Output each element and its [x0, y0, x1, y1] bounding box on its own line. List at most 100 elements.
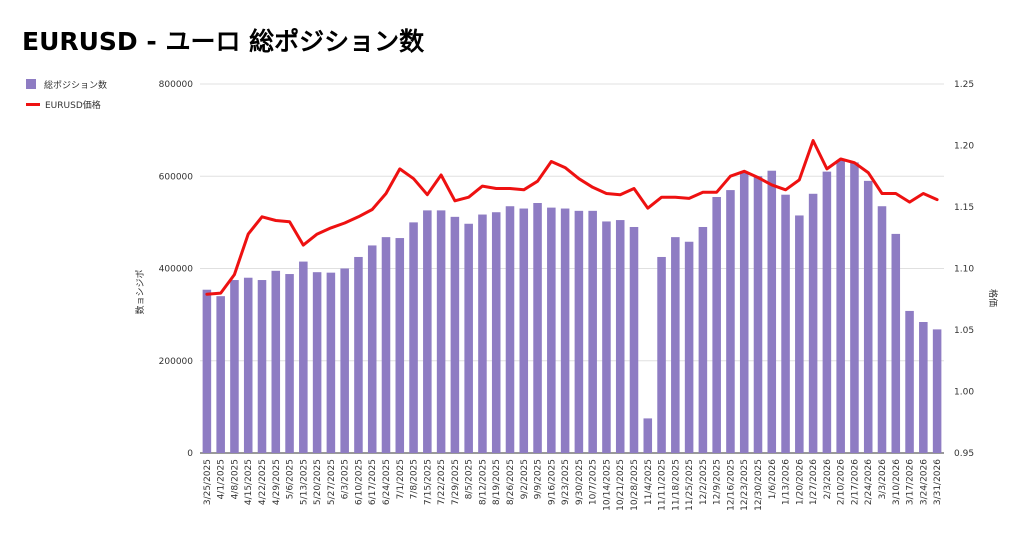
bar: [299, 261, 308, 453]
y2-tick-label: 1.20: [954, 142, 974, 152]
bar: [671, 237, 680, 453]
bar: [202, 289, 212, 453]
y2-axis-label: 格価: [987, 289, 999, 307]
axis-layer: 0 200000 400000 600000 800000 0.95 1.00 1.05 1.1…: [159, 80, 975, 511]
y-tick-label: 800000: [159, 80, 194, 90]
legend-line-swatch: [26, 102, 40, 106]
bar: [739, 171, 749, 453]
legend-item-positions: 総ポジション数: [26, 76, 107, 92]
y2-tick-label: 1.00: [954, 388, 974, 398]
bar: [643, 418, 653, 453]
bar: [905, 310, 914, 453]
x-tick-label: 5/27/2025: [327, 459, 337, 505]
bar: [505, 206, 515, 453]
bar: [767, 170, 777, 453]
x-tick-label: 11/18/2025: [671, 459, 681, 511]
bar: [340, 268, 349, 453]
bar: [450, 216, 460, 453]
x-tick-label: 2/10/2026: [837, 459, 847, 505]
bar: [753, 176, 763, 453]
bar: [367, 245, 377, 453]
y-tick-label: 400000: [159, 265, 194, 275]
bar: [932, 329, 942, 453]
x-tick-label: 11/25/2025: [685, 459, 695, 511]
x-tick-label: 4/8/2025: [230, 459, 240, 499]
legend-line-label: EURUSD価格: [45, 100, 101, 111]
x-tick-label: 6/10/2025: [354, 459, 364, 505]
bar: [850, 162, 859, 453]
chart-title: EURUSD - ユーロ 総ポジション数: [22, 27, 425, 56]
bar: [285, 274, 294, 453]
bar: [698, 226, 708, 453]
x-tick-label: 11/4/2025: [644, 459, 654, 505]
bar: [257, 280, 267, 453]
bar: [230, 280, 239, 453]
bar: [312, 272, 322, 453]
y-axis-label: 数ョシジポ: [134, 269, 146, 314]
x-tick-label: 9/16/2025: [547, 459, 557, 505]
y2-tick-label: 1.10: [954, 265, 974, 275]
bar: [436, 210, 446, 453]
x-tick-label: 5/13/2025: [299, 459, 309, 505]
x-tick-label: 11/11/2025: [658, 459, 668, 511]
x-tick-label: 3/10/2026: [892, 459, 902, 505]
bar: [533, 203, 542, 453]
bar: [409, 222, 418, 453]
x-tick-label: 8/26/2025: [506, 459, 516, 505]
x-tick-label: 10/14/2025: [602, 459, 612, 511]
bar: [629, 226, 639, 453]
price-line: [205, 139, 939, 296]
bar: [615, 220, 625, 453]
x-tick-label: 9/30/2025: [575, 459, 585, 505]
x-tick-label: 3/25/2025: [203, 459, 213, 505]
x-tick-label: 1/13/2026: [782, 459, 792, 505]
x-tick-label: 2/17/2026: [850, 459, 860, 505]
x-tick-label: 1/20/2026: [795, 459, 805, 505]
grid-layer: [200, 83, 944, 454]
bar: [574, 210, 584, 453]
bar: [822, 171, 832, 453]
x-tick-label: 8/12/2025: [478, 459, 488, 505]
x-tick-label: 3/17/2026: [906, 459, 916, 505]
legend-bar-label: 総ポジション数: [44, 80, 108, 91]
x-tick-label: 12/2/2025: [699, 459, 709, 505]
x-tick-label: 9/9/2025: [534, 459, 544, 499]
bar: [423, 210, 432, 453]
bar: [602, 221, 611, 453]
x-tick-label: 10/28/2025: [630, 459, 640, 511]
x-tick-label: 12/16/2025: [726, 459, 736, 511]
bar: [808, 193, 818, 453]
x-tick-label: 2/24/2026: [864, 459, 874, 505]
y-tick-label: 600000: [159, 172, 194, 182]
x-tick-label: 3/31/2026: [933, 459, 943, 505]
bar: [657, 256, 666, 453]
y-tick-label: 0: [187, 449, 193, 459]
x-tick-label: 4/22/2025: [258, 459, 268, 505]
bar: [216, 296, 225, 453]
x-tick-label: 1/6/2026: [768, 459, 778, 500]
x-tick-label: 7/15/2025: [423, 459, 433, 505]
y-tick-label: 200000: [159, 357, 194, 367]
x-tick-label: 4/15/2025: [244, 459, 254, 505]
x-tick-label: 10/21/2025: [616, 459, 626, 511]
x-tick-label: 10/7/2025: [589, 459, 599, 505]
bar: [781, 194, 790, 453]
x-tick-label: 7/1/2025: [396, 459, 406, 499]
bar: [560, 208, 570, 453]
bar: [588, 210, 597, 453]
bar: [684, 241, 694, 453]
x-tick-label: 12/30/2025: [754, 459, 764, 511]
x-tick-label: 1/27/2026: [809, 459, 819, 505]
bar: [891, 233, 901, 453]
x-tick-label: 3/3/2026: [878, 459, 888, 500]
x-tick-label: 5/20/2025: [313, 459, 323, 505]
bar: [395, 238, 405, 453]
x-tick-label: 4/1/2025: [217, 459, 227, 499]
bar: [863, 180, 873, 454]
legend-bar-swatch: [26, 79, 36, 89]
x-tick-label: 6/3/2025: [341, 459, 351, 499]
x-tick-label: 12/9/2025: [713, 459, 723, 505]
x-tick-label: 4/29/2025: [272, 459, 282, 505]
x-tick-label: 7/8/2025: [410, 459, 420, 499]
